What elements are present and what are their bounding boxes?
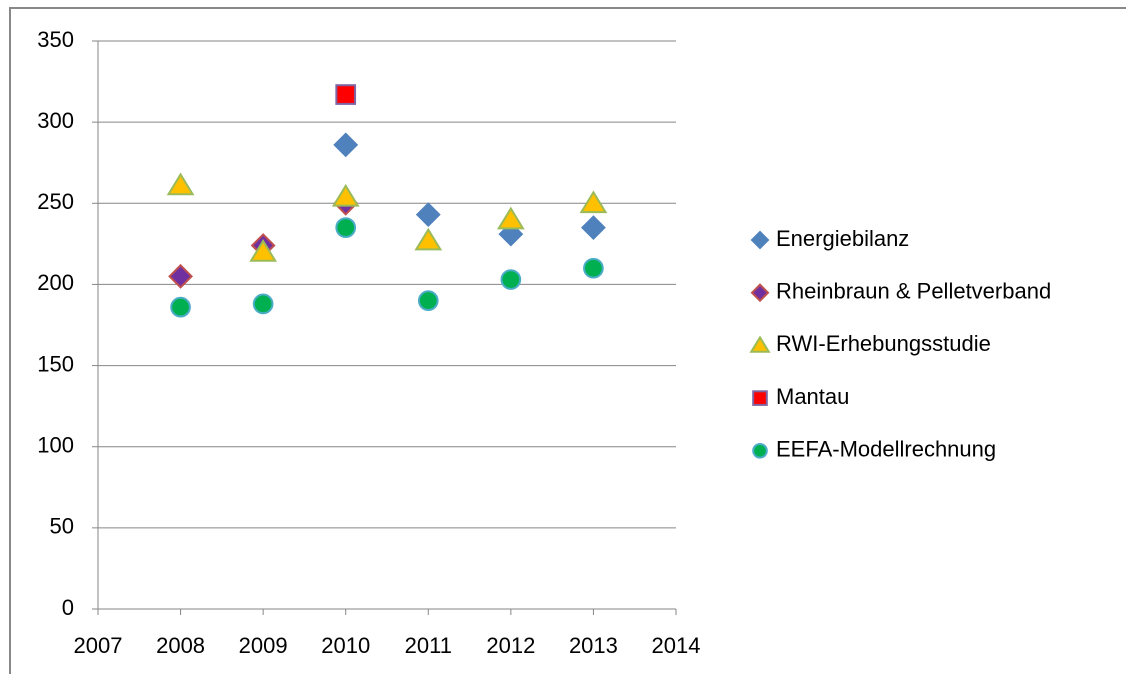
y-tick-label: 50 (50, 514, 74, 539)
x-tick-label: 2013 (569, 633, 618, 658)
x-tick-label: 2009 (239, 633, 288, 658)
triangle-marker (166, 172, 195, 196)
y-tick-label: 100 (37, 433, 74, 458)
triangle-marker (579, 190, 608, 214)
y-tick-label: 300 (37, 108, 74, 133)
diamond-marker (750, 230, 770, 250)
square-marker (752, 390, 768, 406)
y-tick-label: 0 (62, 595, 74, 620)
diamond-marker (750, 283, 770, 303)
x-tick-label: 2011 (405, 633, 452, 658)
diamond-marker (415, 202, 441, 228)
triangle-marker (249, 239, 278, 262)
chart-frame (9, 7, 1126, 674)
triangle-marker (749, 335, 771, 353)
circle-marker (170, 296, 191, 318)
x-tick-label: 2010 (321, 633, 370, 658)
circle-marker (752, 443, 768, 459)
circle-marker (500, 269, 522, 290)
circle-marker (583, 257, 604, 279)
legend-label: RWI-Erhebungsstudie (776, 331, 991, 356)
legend-label: Rheinbraun & Pelletverband (776, 279, 1051, 304)
circle-marker (417, 290, 439, 312)
diamond-marker (333, 132, 359, 158)
legend-label: Mantau (776, 384, 849, 409)
triangle-marker (331, 183, 360, 207)
x-tick-label: 2008 (156, 633, 205, 658)
diamond-marker (168, 263, 193, 289)
legend-label: EEFA-Modellrechnung (776, 437, 996, 462)
x-tick-label: 2007 (74, 633, 123, 658)
y-tick-label: 150 (37, 351, 74, 376)
circle-marker (335, 217, 357, 238)
x-tick-label: 2012 (486, 633, 535, 658)
y-tick-label: 350 (37, 27, 74, 52)
diamond-marker (581, 215, 606, 241)
triangle-marker (414, 227, 443, 251)
legend-label: Energiebilanz (776, 226, 909, 251)
x-tick-label: 2014 (652, 633, 701, 658)
y-tick-label: 250 (37, 189, 74, 214)
square-marker (335, 84, 357, 105)
triangle-marker (496, 206, 525, 230)
circle-marker (252, 293, 274, 315)
y-tick-label: 200 (37, 270, 74, 295)
